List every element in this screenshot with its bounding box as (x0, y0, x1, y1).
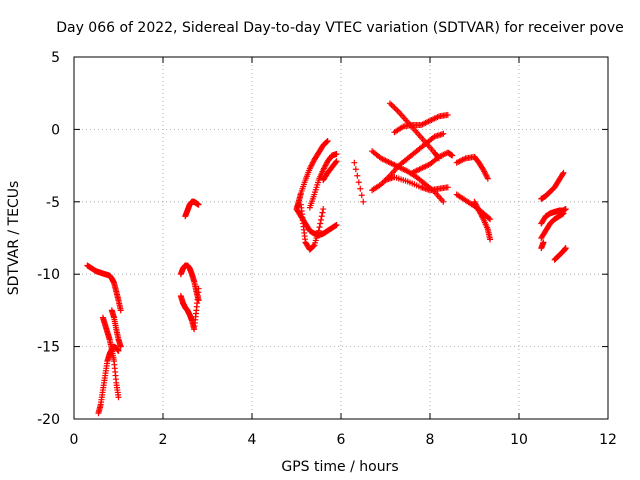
series-seg8 (293, 137, 331, 213)
y-tick-label: 0 (51, 122, 60, 138)
series-seg20 (453, 191, 494, 223)
data-point (562, 206, 569, 213)
data-point (444, 184, 451, 191)
data-point (317, 220, 324, 227)
series-seg7 (182, 198, 202, 220)
series-seg13 (351, 159, 367, 205)
data-point (318, 213, 325, 220)
data-point (195, 285, 202, 292)
data-marks (84, 100, 569, 417)
series-seg24 (538, 206, 569, 227)
series-seg17 (391, 111, 451, 136)
data-point (487, 236, 494, 243)
data-point (315, 227, 322, 234)
series-seg1 (84, 262, 124, 314)
data-point (440, 198, 447, 205)
y-tick-label: -15 (37, 340, 60, 356)
series-seg6 (177, 285, 202, 333)
series-seg5 (177, 262, 202, 304)
series-seg26 (538, 239, 547, 252)
series-seg18 (382, 174, 451, 194)
x-tick-label: 0 (70, 432, 79, 448)
data-point (487, 216, 494, 223)
data-point (332, 159, 339, 166)
series-seg11 (306, 151, 340, 211)
data-point (317, 216, 324, 223)
x-tick-label: 10 (510, 432, 528, 448)
axis-ticks: 0 2 4 6 8 10 12 5 0 -5 -10 -15 -20 (37, 50, 617, 448)
data-point (360, 198, 367, 205)
series-seg25 (538, 210, 567, 241)
data-point (449, 152, 456, 159)
data-point (195, 201, 202, 208)
series-seg12 (320, 158, 340, 184)
data-point (386, 100, 393, 107)
data-point (388, 101, 395, 108)
data-point (316, 224, 323, 231)
data-point (333, 151, 340, 158)
data-point (115, 394, 122, 401)
data-point (358, 192, 365, 199)
grid (74, 57, 608, 419)
y-tick-label: -10 (37, 267, 60, 283)
x-tick-label: 4 (248, 432, 257, 448)
y-tick-label: -5 (46, 195, 60, 211)
data-point (351, 159, 358, 166)
data-point (560, 210, 567, 217)
series-seg3 (99, 314, 122, 401)
y-tick-label: -20 (37, 412, 60, 428)
data-point (115, 347, 122, 354)
data-point (484, 175, 491, 182)
data-point (391, 104, 398, 111)
series-seg19 (409, 149, 456, 176)
series-seg27 (551, 245, 569, 263)
series-seg2 (95, 343, 122, 417)
x-tick-label: 2 (159, 432, 168, 448)
data-point (560, 169, 567, 176)
data-point (394, 107, 401, 114)
series-seg10 (297, 201, 327, 253)
data-point (559, 171, 566, 178)
data-point (440, 130, 447, 137)
series-seg23 (538, 169, 567, 202)
data-point (357, 185, 364, 192)
data-point (333, 221, 340, 228)
data-point (310, 242, 317, 249)
data-point (540, 239, 547, 246)
x-tick-label: 12 (599, 432, 617, 448)
x-tick-label: 6 (337, 432, 346, 448)
data-point (444, 111, 451, 118)
series-seg21 (453, 153, 491, 182)
x-tick-label: 8 (426, 432, 435, 448)
data-point (392, 106, 399, 113)
data-point (562, 245, 569, 252)
data-point (352, 166, 359, 173)
data-point (355, 179, 362, 186)
data-point (117, 307, 124, 314)
data-point (324, 137, 331, 144)
series-seg22 (471, 198, 494, 243)
chart-title: Day 066 of 2022, Sidereal Day-to-day VTE… (56, 20, 624, 36)
x-axis-label: GPS time / hours (281, 459, 398, 475)
series-seg16 (386, 100, 442, 162)
data-point (195, 297, 202, 304)
data-point (333, 158, 340, 165)
y-axis-label: SDTVAR / TECUs (6, 181, 22, 296)
data-point (485, 215, 492, 222)
data-point (323, 138, 330, 145)
data-point (389, 103, 396, 110)
y-tick-label: 5 (51, 50, 60, 66)
series-seg4 (108, 307, 124, 350)
data-point (117, 343, 124, 350)
data-point (320, 206, 327, 213)
data-point (319, 209, 326, 216)
data-point (354, 172, 361, 179)
